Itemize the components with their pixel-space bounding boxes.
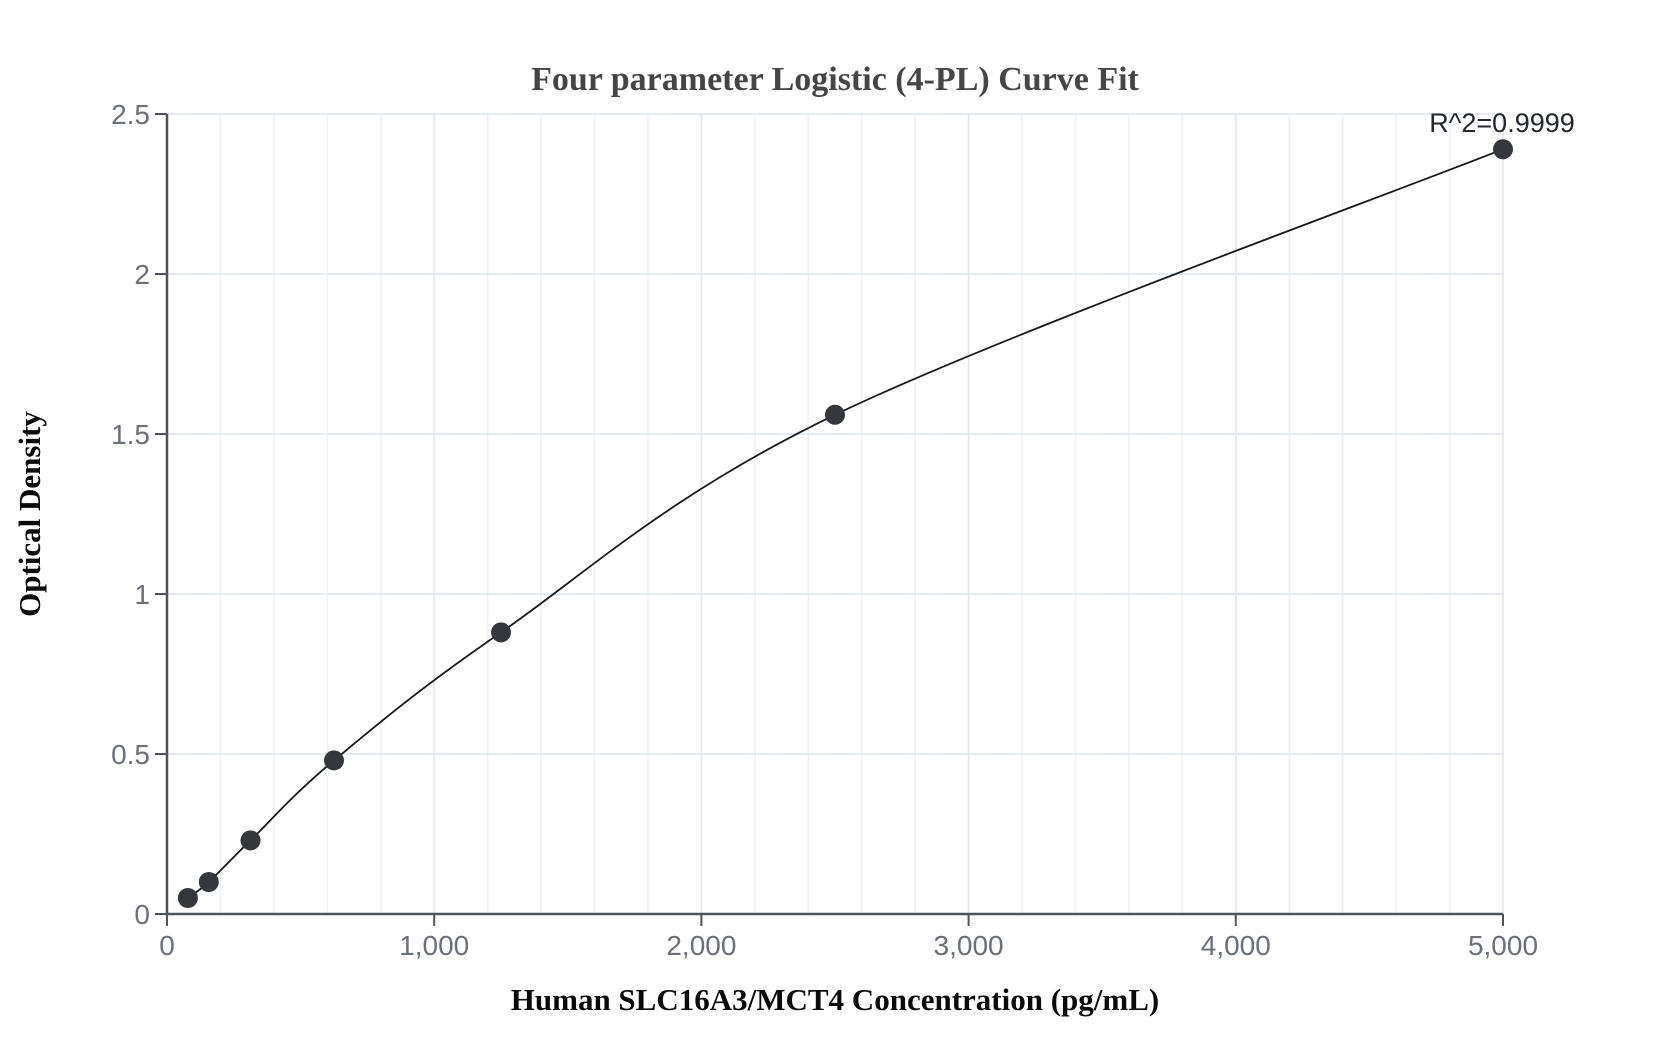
data-point xyxy=(177,888,198,908)
y-tick-label: 2 xyxy=(134,259,150,290)
y-tick-label: 2.5 xyxy=(111,99,150,130)
y-axis-title: Optical Density xyxy=(12,411,47,617)
x-tick-label: 4,000 xyxy=(1201,930,1271,961)
data-point xyxy=(825,404,845,425)
y-tick-label: 0 xyxy=(134,899,150,930)
chart-title: Four parameter Logistic (4-PL) Curve Fit xyxy=(531,61,1139,98)
y-tick-label: 0.5 xyxy=(111,739,150,770)
data-point xyxy=(491,622,511,643)
x-tick-label: 5,000 xyxy=(1468,930,1538,961)
x-tick-label: 3,000 xyxy=(934,930,1004,961)
data-point xyxy=(1493,139,1513,160)
fit-curve xyxy=(187,148,1504,899)
data-point xyxy=(240,830,261,851)
x-axis-title: Human SLC16A3/MCT4 Concentration (pg/mL) xyxy=(510,982,1160,1017)
y-tick-label: 1 xyxy=(134,579,150,610)
x-tick-label: 1,000 xyxy=(399,930,469,961)
data-point xyxy=(198,872,219,892)
y-tick-label: 1.5 xyxy=(111,419,150,450)
r-squared-annotation: R^2=0.9999 xyxy=(1429,108,1575,139)
x-tick-label: 0 xyxy=(159,930,175,961)
x-tick-label: 2,000 xyxy=(666,930,736,961)
data-point xyxy=(324,750,344,771)
